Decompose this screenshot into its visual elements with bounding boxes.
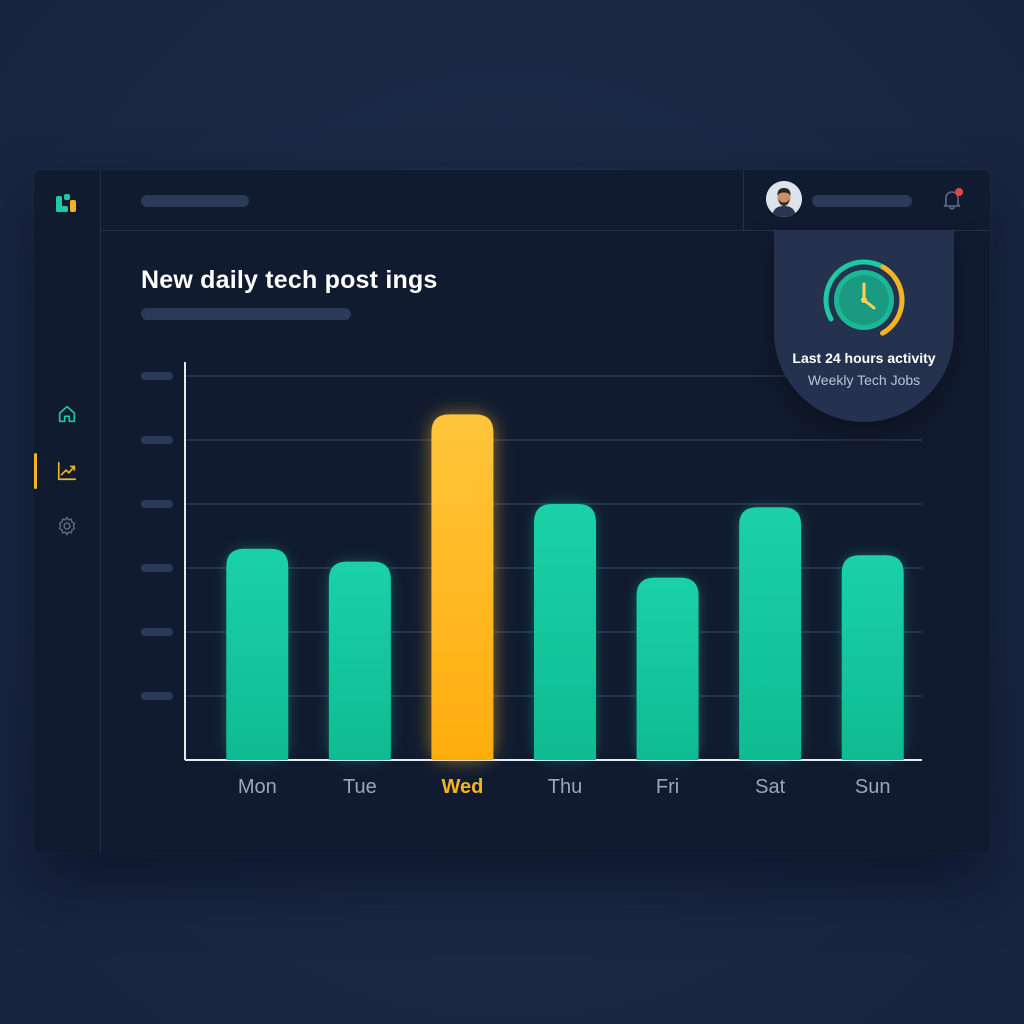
top-bar: [101, 170, 990, 231]
avatar[interactable]: [766, 181, 802, 217]
bar-thu[interactable]: [534, 504, 596, 760]
dashboard-window: New daily tech post ings Mon Tue Wed Thu Fri…: [34, 170, 990, 853]
y-tick-placeholder: [141, 692, 173, 700]
topbar-divider: [743, 170, 744, 230]
gear-icon: [58, 516, 76, 536]
x-tick-label: Fri: [656, 776, 679, 798]
notification-dot: [955, 188, 963, 196]
username-placeholder: [812, 195, 912, 207]
bar-fri[interactable]: [636, 577, 699, 760]
bar-tue[interactable]: [328, 561, 391, 760]
y-tick-placeholder: [141, 628, 173, 636]
x-tick-label: Thu: [548, 776, 582, 798]
y-tick-placeholder: [141, 500, 173, 508]
bar-sun[interactable]: [841, 555, 904, 760]
trend-chart-icon: [57, 461, 77, 481]
sidebar-item-analytics[interactable]: [34, 453, 100, 489]
x-tick-label: Tue: [343, 776, 377, 798]
activity-title: Last 24 hours activity: [792, 350, 936, 366]
x-tick-label: Sat: [755, 776, 785, 798]
activity-subtitle: Weekly Tech Jobs: [807, 372, 921, 388]
x-tick-label: Mon: [238, 776, 277, 798]
search-bar-placeholder[interactable]: [141, 195, 249, 207]
x-tick-label: Wed: [441, 776, 483, 798]
x-tick-label: Sun: [855, 776, 891, 798]
y-tick-placeholder: [141, 436, 173, 444]
bar-sat[interactable]: [739, 507, 802, 760]
sidebar: [34, 170, 101, 853]
activity-card[interactable]: Last 24 hours activity Weekly Tech Jobs: [774, 230, 954, 422]
active-indicator: [34, 453, 37, 489]
user-avatar-icon: [766, 181, 802, 217]
bar-mon[interactable]: [226, 548, 289, 760]
page-title: New daily tech post ings: [141, 266, 438, 294]
sidebar-item-home[interactable]: [34, 396, 100, 432]
y-tick-placeholder: [141, 564, 173, 572]
home-icon: [58, 405, 76, 423]
bar-wed[interactable]: [431, 414, 494, 760]
sidebar-item-settings[interactable]: [34, 508, 100, 544]
bar-chart: Mon Tue Wed Thu Fri Sat Sun: [141, 362, 922, 798]
subtitle-placeholder: [141, 308, 351, 320]
y-tick-placeholder: [141, 372, 173, 380]
bell-icon[interactable]: [939, 186, 965, 212]
clock-icon: [823, 259, 905, 341]
app-logo-icon[interactable]: [54, 192, 80, 216]
